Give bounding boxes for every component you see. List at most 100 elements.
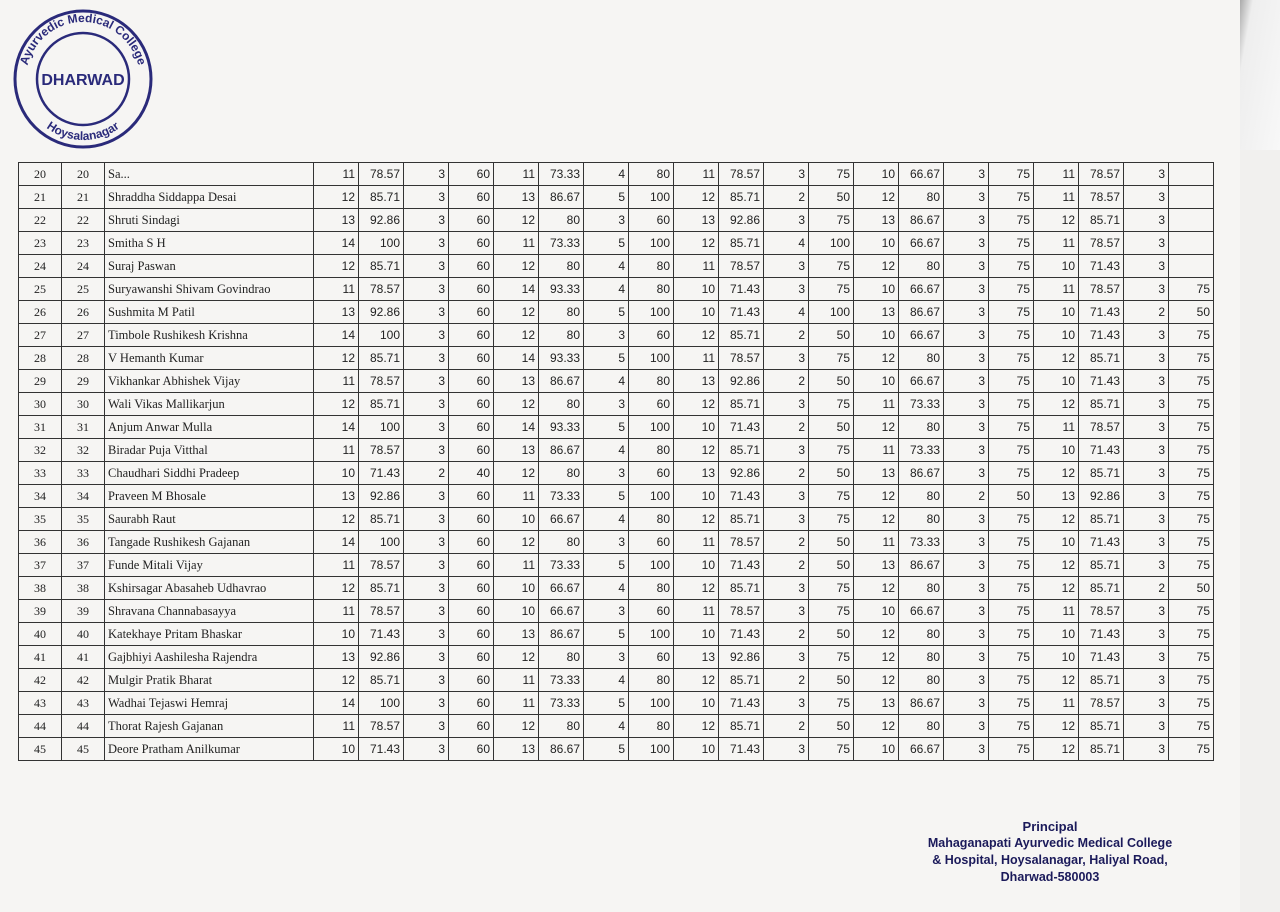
marks-cell: 50 <box>808 668 854 692</box>
marks-cell: 3 <box>1123 599 1169 623</box>
table-row: 27 27 Timbole Rushikesh Krishna 14 100 3 60 12 8… <box>18 323 1214 347</box>
marks-cell: 66.67 <box>898 162 944 186</box>
marks-cell: 13 <box>313 300 359 324</box>
roll-number-cell: 39 <box>61 599 105 623</box>
marks-cell: 75 <box>808 599 854 623</box>
marks-cell: 3 <box>403 714 449 738</box>
marks-cell: 60 <box>448 645 494 669</box>
marks-cell: 78.57 <box>358 553 404 577</box>
marks-cell: 3 <box>943 530 989 554</box>
marks-cell: 3 <box>943 185 989 209</box>
marks-cell: 75 <box>808 691 854 715</box>
roll-number-cell: 33 <box>61 461 105 485</box>
marks-cell: 13 <box>853 300 899 324</box>
marks-cell: 60 <box>448 185 494 209</box>
marks-cell: 60 <box>448 484 494 508</box>
marks-cell: 85.71 <box>718 507 764 531</box>
marks-cell: 78.57 <box>718 254 764 278</box>
marks-cell: 100 <box>628 691 674 715</box>
marks-cell: 71.43 <box>718 737 764 761</box>
roll-number-cell: 28 <box>61 346 105 370</box>
marks-cell: 14 <box>493 277 539 301</box>
marks-cell: 60 <box>448 277 494 301</box>
marks-cell: 12 <box>313 185 359 209</box>
marks-cell: 75 <box>808 254 854 278</box>
marks-cell: 11 <box>1033 277 1079 301</box>
student-name-cell: Shruti Sindagi <box>104 208 314 232</box>
marks-cell: 3 <box>1123 185 1169 209</box>
marks-cell: 12 <box>313 346 359 370</box>
marks-cell: 75 <box>988 553 1034 577</box>
marks-cell: 12 <box>853 185 899 209</box>
marks-cell: 75 <box>988 185 1034 209</box>
marks-cell: 85.71 <box>358 668 404 692</box>
marks-cell: 75 <box>808 208 854 232</box>
marks-cell: 11 <box>673 599 719 623</box>
marks-cell: 75 <box>1168 507 1214 531</box>
marks-cell: 75 <box>1168 599 1214 623</box>
marks-cell: 80 <box>538 392 584 416</box>
marks-cell: 12 <box>493 714 539 738</box>
table-row: 34 34 Praveen M Bhosale 13 92.86 3 60 11 73.33 5 1… <box>18 484 1214 508</box>
marks-cell: 2 <box>763 323 809 347</box>
marks-cell: 3 <box>403 576 449 600</box>
marks-cell: 92.86 <box>718 461 764 485</box>
marks-cell: 12 <box>853 645 899 669</box>
marks-cell: 80 <box>538 714 584 738</box>
student-name-cell: Shravana Channabasayya <box>104 599 314 623</box>
marks-cell: 3 <box>1123 162 1169 186</box>
serial-number-cell: 45 <box>18 737 62 761</box>
marks-cell: 73.33 <box>898 438 944 462</box>
marks-cell: 12 <box>1033 737 1079 761</box>
roll-number-cell: 31 <box>61 415 105 439</box>
marks-cell: 3 <box>1123 553 1169 577</box>
marks-cell: 85.71 <box>1078 346 1124 370</box>
marks-cell: 75 <box>1168 622 1214 646</box>
marks-cell: 3 <box>1123 507 1169 531</box>
marks-cell: 78.57 <box>358 599 404 623</box>
marks-cell: 75 <box>808 438 854 462</box>
marks-cell: 50 <box>808 323 854 347</box>
marks-cell: 12 <box>853 622 899 646</box>
marks-cell: 73.33 <box>538 484 584 508</box>
marks-cell: 75 <box>1168 530 1214 554</box>
marks-cell: 78.57 <box>1078 162 1124 186</box>
marks-cell: 3 <box>403 300 449 324</box>
marks-cell: 75 <box>1168 714 1214 738</box>
marks-cell: 3 <box>1123 231 1169 255</box>
marks-cell: 3 <box>763 576 809 600</box>
marks-cell: 80 <box>898 185 944 209</box>
marks-cell: 50 <box>808 553 854 577</box>
marks-cell: 5 <box>583 185 629 209</box>
roll-number-cell: 43 <box>61 691 105 715</box>
marks-cell: 10 <box>1033 323 1079 347</box>
marks-cell: 60 <box>448 300 494 324</box>
marks-cell: 2 <box>1123 300 1169 324</box>
marks-cell: 75 <box>808 507 854 531</box>
marks-cell: 71.43 <box>358 737 404 761</box>
marks-cell: 60 <box>448 668 494 692</box>
marks-cell: 3 <box>403 231 449 255</box>
marks-cell: 5 <box>583 691 629 715</box>
marks-cell: 75 <box>1168 737 1214 761</box>
marks-cell: 2 <box>763 185 809 209</box>
serial-number-cell: 31 <box>18 415 62 439</box>
marks-cell: 60 <box>448 323 494 347</box>
marks-cell: 78.57 <box>718 599 764 623</box>
marks-cell: 60 <box>448 599 494 623</box>
marks-cell: 12 <box>1033 392 1079 416</box>
marks-cell: 66.67 <box>898 277 944 301</box>
student-name-cell: Katekhaye Pritam Bhaskar <box>104 622 314 646</box>
marks-cell: 13 <box>313 484 359 508</box>
marks-cell: 5 <box>583 553 629 577</box>
student-name-cell: Gajbhiyi Aashilesha Rajendra <box>104 645 314 669</box>
marks-cell: 4 <box>583 162 629 186</box>
marks-cell: 78.57 <box>1078 415 1124 439</box>
marks-cell: 3 <box>943 323 989 347</box>
marks-cell: 3 <box>943 438 989 462</box>
marks-cell: 80 <box>898 415 944 439</box>
marks-cell: 12 <box>853 714 899 738</box>
signature-line-1: Mahaganapati Ayurvedic Medical College <box>927 836 1173 850</box>
marks-cell: 60 <box>448 691 494 715</box>
student-name-cell: Mulgir Pratik Bharat <box>104 668 314 692</box>
